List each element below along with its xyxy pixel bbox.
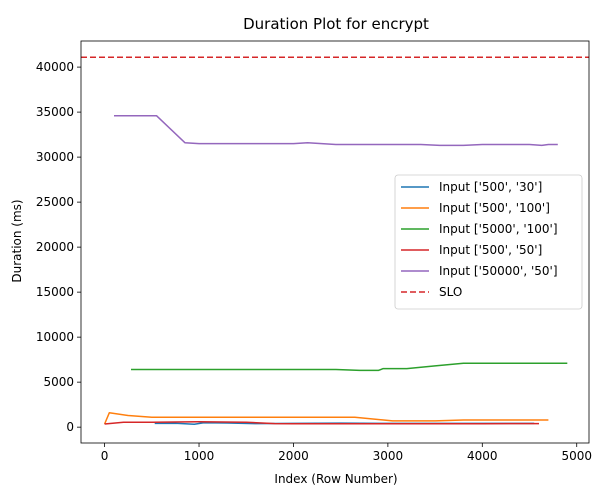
y-tick-label-5000: 5000 <box>43 375 74 389</box>
plot-area: 0 1000 2000 3000 4000 5000 0 5000 10000 15000 2000… <box>36 40 592 463</box>
y-tick-label-25000: 25000 <box>36 195 74 209</box>
x-tick-label-1000: 1000 <box>184 449 215 463</box>
series-line-1 <box>103 412 549 425</box>
x-tick-label-4000: 4000 <box>467 449 498 463</box>
x-tick-label-5000: 5000 <box>561 449 592 463</box>
y-tick-label-15000: 15000 <box>36 285 74 299</box>
series-line-2 <box>131 362 568 372</box>
y-axis-title: Duration (ms) <box>10 199 24 282</box>
legend-label-3: Input ['500', '50'] <box>439 243 542 257</box>
plot-frame <box>80 40 590 444</box>
y-tick-label-30000: 30000 <box>36 150 74 164</box>
x-tick-label-2000: 2000 <box>278 449 309 463</box>
legend-label-1: Input ['500', '100'] <box>439 201 550 215</box>
series-line-3 <box>104 421 540 425</box>
series-line-4 <box>114 114 558 147</box>
legend-label-0: Input ['500', '30'] <box>439 180 542 194</box>
x-tick-label-0: 0 <box>101 449 109 463</box>
y-tick-label-10000: 10000 <box>36 330 74 344</box>
x-tick-label-3000: 3000 <box>373 449 404 463</box>
legend: Input ['500', '30'] Input ['500', '100'] I… <box>394 174 583 310</box>
legend-box <box>394 174 583 310</box>
legend-label-5: SLO <box>439 285 462 299</box>
x-axis-title: Index (Row Number) <box>274 472 397 486</box>
y-tick-label-0: 0 <box>66 420 74 434</box>
legend-label-2: Input ['5000', '100'] <box>439 222 558 236</box>
legend-label-4: Input ['50000', '50'] <box>439 264 558 278</box>
y-tick-label-35000: 35000 <box>36 105 74 119</box>
y-tick-label-20000: 20000 <box>36 240 74 254</box>
chart-title: Duration Plot for encrypt <box>243 15 429 33</box>
y-tick-label-40000: 40000 <box>36 60 74 74</box>
